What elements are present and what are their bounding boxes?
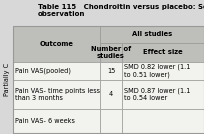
Bar	[0, 26, 13, 133]
Bar	[122, 80, 204, 109]
Text: Partially C: Partially C	[3, 63, 10, 96]
Bar	[13, 26, 100, 62]
Text: SMD 0.82 lower (1.1
to 0.51 lower): SMD 0.82 lower (1.1 to 0.51 lower)	[124, 64, 190, 78]
Bar	[13, 26, 204, 133]
Text: Table 115   Chondroitin versus placebo: Sensitivity a...
observation: Table 115 Chondroitin versus placebo: Se…	[38, 4, 204, 17]
Text: Pain VAS(pooled): Pain VAS(pooled)	[15, 68, 71, 74]
Bar	[122, 43, 204, 62]
Bar	[100, 26, 204, 43]
Bar	[100, 80, 122, 109]
Bar	[122, 62, 204, 80]
Text: Number of
studies: Number of studies	[91, 46, 131, 59]
Text: Outcome: Outcome	[40, 41, 73, 47]
Text: All studies: All studies	[132, 31, 172, 38]
Bar	[122, 109, 204, 133]
Text: 4: 4	[109, 92, 113, 98]
Text: Effect size: Effect size	[143, 49, 183, 55]
Bar	[13, 62, 100, 80]
Text: SMD 0.87 lower (1.1
to 0.54 lower: SMD 0.87 lower (1.1 to 0.54 lower	[124, 88, 190, 101]
Bar	[100, 43, 122, 62]
Bar	[13, 0, 204, 26]
Text: Pain VAS- time points less
than 3 months: Pain VAS- time points less than 3 months	[15, 88, 100, 101]
Bar	[100, 109, 122, 133]
Text: Pain VAS- 6 weeks: Pain VAS- 6 weeks	[15, 118, 75, 124]
Bar	[13, 109, 100, 133]
Bar	[13, 80, 100, 109]
Text: 15: 15	[107, 68, 115, 74]
Bar	[100, 62, 122, 80]
